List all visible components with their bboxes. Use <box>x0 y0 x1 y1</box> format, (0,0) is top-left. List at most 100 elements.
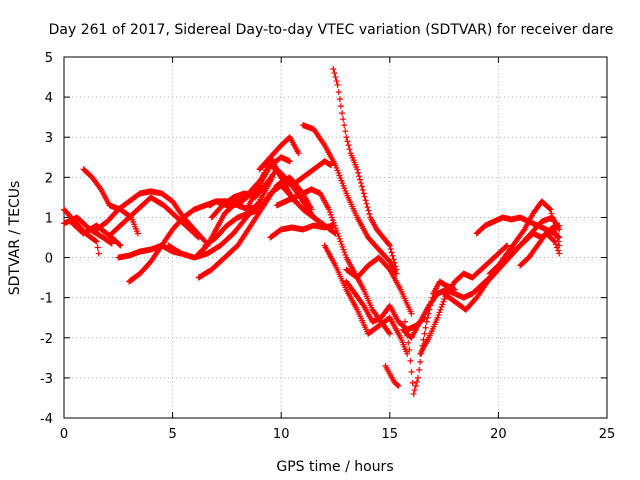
data-point-marker <box>503 243 510 250</box>
data-point-marker <box>385 329 392 336</box>
data-point-marker <box>340 116 347 123</box>
data-point-marker <box>520 227 527 234</box>
data-point-marker <box>336 235 343 242</box>
data-point-marker <box>415 374 422 381</box>
series-pass-ae <box>486 198 563 277</box>
data-point-marker <box>437 306 444 313</box>
data-point-marker <box>395 382 402 389</box>
data-point-marker <box>94 244 101 251</box>
data-point-marker <box>336 96 343 103</box>
data-point-marker <box>423 318 430 325</box>
data-point-marker <box>554 244 561 251</box>
x-tick-label: 25 <box>599 427 616 442</box>
data-point-marker <box>328 214 335 221</box>
data-point-marker <box>330 222 337 229</box>
data-point-marker <box>256 202 263 209</box>
data-point-marker <box>326 209 333 216</box>
data-point-marker <box>547 206 554 213</box>
data-point-marker <box>331 70 338 77</box>
data-point-marker <box>344 138 351 145</box>
data-point-marker <box>550 218 557 225</box>
data-point-marker <box>366 211 373 218</box>
series-pass-d <box>80 166 141 237</box>
data-point-marker <box>337 103 344 110</box>
data-point-marker <box>358 183 365 190</box>
data-point-marker <box>402 318 409 325</box>
axis-ticks: 0 5 10 15 20 25 -4 -3 -2 -1 0 1 2 3 4 5 <box>40 51 615 442</box>
series-pass-w <box>343 254 415 317</box>
data-point-marker <box>410 390 417 397</box>
data-point-marker <box>504 242 511 249</box>
data-point-marker <box>361 193 368 200</box>
x-tick-label: 5 <box>168 427 176 442</box>
data-point-marker <box>404 350 411 357</box>
data-point-marker <box>408 368 415 375</box>
data-point-marker <box>134 230 141 237</box>
data-point-marker <box>341 122 348 129</box>
data-point-marker <box>335 233 342 240</box>
x-tick-label: 10 <box>273 427 290 442</box>
data-point-marker <box>391 259 398 266</box>
y-tick-label: -2 <box>40 332 53 347</box>
data-point-marker <box>338 241 345 248</box>
data-point-marker <box>393 266 400 273</box>
series-pass-y <box>382 362 402 389</box>
data-point-marker <box>394 381 401 388</box>
series-pass-v <box>321 242 411 357</box>
data-point-marker <box>556 250 563 257</box>
data-point-marker <box>439 301 446 308</box>
data-point-marker <box>96 185 103 192</box>
data-point-marker <box>413 378 420 385</box>
data-point-marker <box>108 240 115 247</box>
data-point-marker <box>286 158 293 165</box>
data-point-marker <box>194 233 201 240</box>
data-points <box>61 66 563 397</box>
data-point-marker <box>107 239 114 246</box>
data-point-marker <box>389 252 396 259</box>
data-point-marker <box>390 256 397 263</box>
data-point-marker <box>341 249 348 256</box>
data-point-marker <box>332 74 339 81</box>
series-pass-ab <box>417 242 511 357</box>
series-pass-u <box>330 66 400 273</box>
data-point-marker <box>552 241 559 248</box>
data-point-marker <box>339 243 346 250</box>
data-point-marker <box>422 324 429 331</box>
data-point-marker <box>360 190 367 197</box>
data-point-marker <box>549 214 556 221</box>
data-point-marker <box>406 346 413 353</box>
series-pass-t <box>299 122 400 277</box>
plot-border <box>63 56 608 419</box>
data-point-marker <box>201 237 208 244</box>
data-point-marker <box>333 78 340 85</box>
data-point-marker <box>553 230 560 237</box>
data-point-marker <box>441 296 448 303</box>
data-point-marker <box>435 312 442 319</box>
data-point-marker <box>359 186 366 193</box>
data-point-marker <box>357 180 364 187</box>
chart-title: Day 261 of 2017, Sidereal Day-to-day VTE… <box>49 22 614 38</box>
data-point-marker <box>355 169 362 176</box>
data-point-marker <box>334 82 341 89</box>
data-point-marker <box>550 237 557 244</box>
data-point-marker <box>354 166 361 173</box>
data-point-marker <box>388 249 395 256</box>
series-pass-q <box>256 154 335 189</box>
y-tick-label: -1 <box>40 292 53 307</box>
data-point-marker <box>333 227 340 234</box>
data-point-marker <box>342 128 349 135</box>
y-axis-label: SDTVAR / TECUs <box>7 181 23 296</box>
data-point-marker <box>434 314 441 321</box>
data-point-marker <box>551 238 558 245</box>
data-point-marker <box>329 217 336 224</box>
data-point-marker <box>346 146 353 153</box>
data-point-marker <box>408 310 415 317</box>
data-point-marker <box>364 204 371 211</box>
data-point-marker <box>363 200 370 207</box>
data-point-marker <box>92 237 99 244</box>
series-pass-s <box>267 222 337 241</box>
data-point-marker <box>195 234 202 241</box>
series-pass-x <box>343 278 428 333</box>
data-point-marker <box>417 358 424 365</box>
